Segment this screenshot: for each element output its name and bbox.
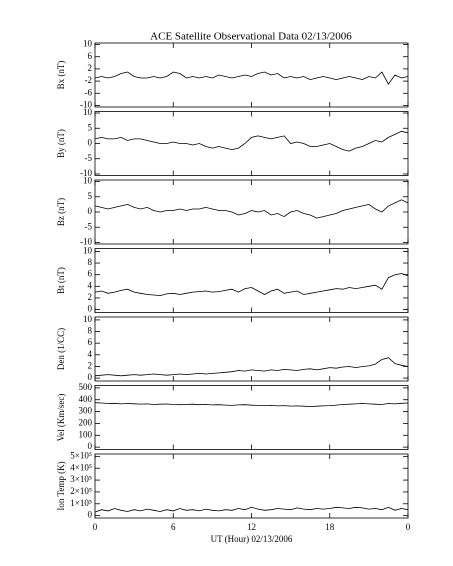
y-tick-label: 10 — [83, 245, 93, 255]
x-tick-label: 0 — [406, 522, 411, 532]
y-tick-label: 300 — [79, 406, 93, 416]
trace — [94, 357, 409, 377]
y-axis-label: Bt (nT) — [56, 267, 66, 294]
figure-title: ACE Satellite Observational Data 02/13/2… — [150, 31, 352, 43]
x-tick-label: 12 — [247, 522, 256, 532]
y-tick-label: 4×10⁵ — [70, 462, 92, 472]
y-tick-label: 4 — [88, 349, 93, 359]
y-tick-label: 200 — [79, 417, 93, 427]
y-tick-label: 10 — [83, 176, 93, 186]
y-axis-label: Vel (Km/sec) — [56, 394, 66, 442]
panel-frame — [94, 316, 409, 382]
panel-frame — [94, 385, 409, 450]
y-tick-label: 6 — [88, 269, 93, 279]
panel-frame — [94, 42, 409, 108]
y-tick-label: -10 — [80, 237, 92, 247]
y-tick-label: 3×10⁵ — [70, 474, 92, 484]
y-tick-label: -5 — [85, 153, 93, 163]
y-tick-label: 8 — [88, 257, 93, 267]
y-tick-label: 0 — [88, 441, 93, 451]
y-tick-label: 10 — [83, 39, 93, 49]
y-tick-label: -6 — [85, 87, 93, 97]
trace — [94, 273, 409, 297]
trace — [94, 506, 409, 513]
trace — [94, 71, 409, 85]
panel-frame — [94, 179, 409, 245]
y-tick-label: 10 — [83, 107, 93, 117]
y-tick-label: 2 — [88, 292, 93, 302]
trace — [94, 199, 409, 219]
y-tick-label: 5×10⁵ — [70, 450, 92, 460]
y-tick-label: 0 — [88, 138, 93, 148]
panel-frame — [94, 111, 409, 176]
y-tick-label: 0 — [88, 372, 93, 382]
y-tick-label: -10 — [80, 168, 92, 178]
y-tick-label: 6 — [88, 51, 93, 61]
x-tick-label: 6 — [171, 522, 176, 532]
y-tick-label: 5 — [88, 122, 93, 132]
trace — [94, 130, 409, 152]
x-axis-label: UT (Hour) 02/13/2006 — [211, 534, 293, 544]
panel-frame — [94, 248, 409, 313]
y-tick-label: -10 — [80, 100, 92, 110]
y-tick-label: 2 — [88, 63, 93, 73]
trace — [94, 402, 409, 408]
y-axis-label: Den (1/CC) — [56, 328, 66, 370]
y-axis-label: Bx (nT) — [56, 61, 66, 90]
y-tick-label: -5 — [85, 221, 93, 231]
y-tick-label: 0 — [88, 510, 93, 520]
y-tick-label: 2×10⁵ — [70, 486, 92, 496]
y-tick-label: 2 — [88, 361, 93, 371]
x-tick-label: 18 — [325, 522, 335, 532]
y-tick-label: 500 — [79, 382, 93, 392]
y-tick-label: 100 — [79, 429, 93, 439]
y-tick-label: 1×10⁵ — [70, 498, 92, 508]
y-tick-label: 6 — [88, 337, 93, 347]
y-tick-label: -2 — [85, 75, 93, 85]
y-tick-label: 8 — [88, 326, 93, 336]
y-tick-label: 0 — [88, 206, 93, 216]
y-tick-label: 10 — [83, 314, 93, 324]
y-axis-label: Bz (nT) — [56, 198, 66, 226]
panel-frame — [94, 453, 409, 519]
x-tick-label: 0 — [93, 522, 98, 532]
y-tick-label: 400 — [79, 394, 93, 404]
y-tick-label: 0 — [88, 304, 93, 314]
y-tick-label: 4 — [88, 280, 93, 290]
y-axis-label: Ion Temp (K) — [56, 461, 66, 510]
y-tick-label: 5 — [88, 191, 93, 201]
y-axis-label: By (nT) — [56, 129, 66, 158]
